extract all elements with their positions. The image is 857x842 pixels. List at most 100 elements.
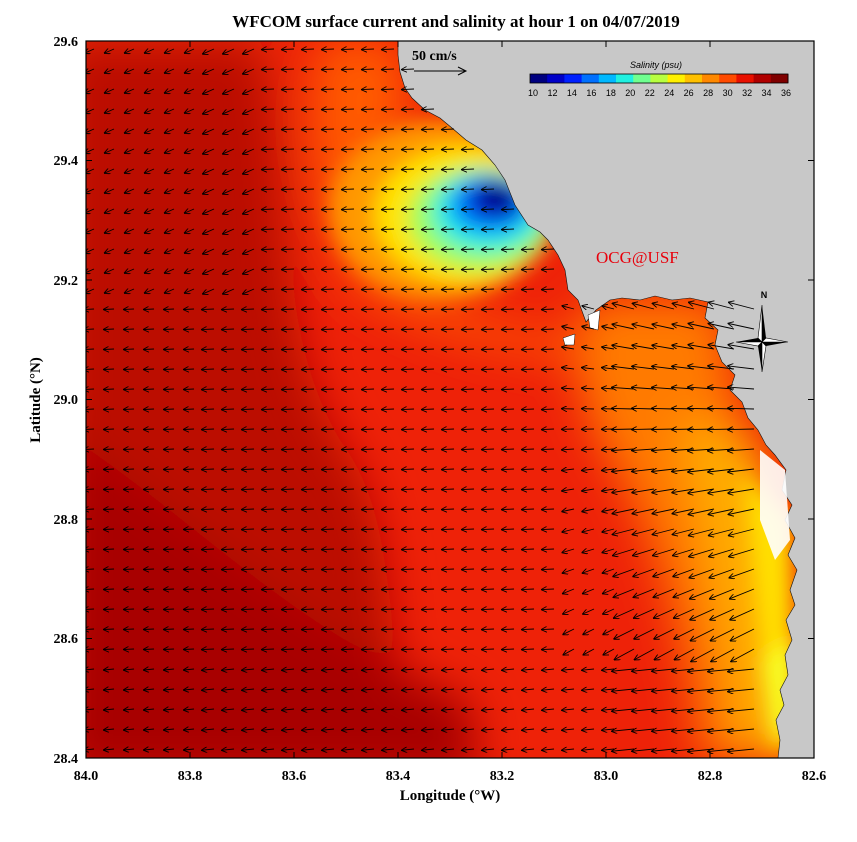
- current-vector: [562, 529, 575, 532]
- current-vector: [302, 309, 315, 310]
- current-vector: [422, 189, 435, 190]
- current-vector: [144, 409, 155, 410]
- current-vector: [104, 389, 115, 390]
- current-vector: [144, 589, 155, 590]
- current-vector: [342, 709, 355, 710]
- current-vector: [673, 548, 695, 556]
- current-vector: [302, 349, 315, 350]
- current-vector: [222, 669, 235, 670]
- current-vector: [104, 529, 115, 530]
- current-vector: [422, 629, 435, 630]
- y-tick-label: 29.4: [54, 154, 79, 169]
- current-vector: [522, 649, 535, 650]
- current-vector: [282, 749, 295, 750]
- current-vector: [124, 369, 135, 370]
- current-vector: [402, 249, 415, 250]
- current-vector: [402, 369, 415, 370]
- current-vector: [362, 89, 375, 90]
- current-vector: [362, 269, 375, 270]
- current-vector: [482, 289, 495, 290]
- current-vector: [728, 345, 755, 350]
- current-vector: [729, 324, 755, 330]
- current-vector: [422, 129, 435, 130]
- current-vector: [223, 88, 235, 94]
- current-vector: [582, 327, 595, 330]
- current-vector: [632, 669, 655, 671]
- current-vector: [86, 549, 95, 550]
- current-vector: [124, 549, 135, 550]
- current-vector: [165, 249, 175, 253]
- x-tick-labels: 84.0 83.8 83.6 83.4 83.2 83.0 82.8 82.6: [74, 769, 827, 784]
- current-vector: [612, 488, 635, 493]
- current-vector: [612, 387, 635, 389]
- current-vector: [462, 209, 475, 210]
- current-vector: [185, 269, 195, 273]
- current-vector: [302, 89, 315, 90]
- current-vector: [583, 608, 595, 614]
- current-vector: [242, 569, 255, 570]
- current-vector: [482, 589, 495, 590]
- current-vector: [612, 709, 635, 711]
- current-vector: [184, 589, 195, 590]
- current-vector: [382, 389, 395, 390]
- current-vector: [144, 729, 155, 730]
- current-vector: [382, 529, 395, 530]
- current-vector: [104, 329, 115, 330]
- north-compass-icon: N: [735, 290, 789, 373]
- current-vector: [482, 229, 495, 230]
- current-vector: [562, 306, 575, 309]
- current-vector: [582, 306, 595, 309]
- current-vector: [502, 509, 515, 510]
- current-vector: [362, 249, 375, 250]
- current-vector: [422, 149, 435, 150]
- current-vector: [165, 169, 175, 173]
- current-vector: [402, 649, 415, 650]
- current-vector: [145, 249, 155, 253]
- current-vector: [482, 629, 495, 630]
- current-vector: [262, 49, 275, 50]
- current-vector: [689, 302, 715, 310]
- current-vector: [633, 324, 655, 330]
- current-vector: [342, 169, 355, 170]
- current-vector: [342, 449, 355, 450]
- current-vector: [282, 549, 295, 550]
- current-vector: [442, 149, 455, 150]
- current-vector: [184, 369, 195, 370]
- current-vector: [462, 229, 475, 230]
- current-vector: [462, 489, 475, 490]
- current-vector: [105, 129, 115, 133]
- current-vector: [482, 409, 495, 410]
- current-vector: [442, 669, 455, 670]
- current-vector: [502, 409, 515, 410]
- current-vector: [165, 109, 175, 113]
- current-vector: [402, 349, 415, 350]
- current-vector: [282, 189, 295, 190]
- current-vector: [542, 609, 555, 610]
- current-vector: [462, 569, 475, 570]
- current-vector: [125, 69, 135, 73]
- current-vector: [86, 609, 95, 610]
- current-vector: [402, 609, 415, 610]
- current-vector: [164, 689, 175, 690]
- current-vector: [653, 548, 675, 556]
- current-vector: [730, 608, 755, 620]
- current-vector: [223, 148, 235, 154]
- current-vector: [709, 548, 735, 557]
- colorbar-frame: [529, 73, 789, 84]
- current-vector: [674, 628, 695, 639]
- current-vector: [502, 549, 515, 550]
- current-vector: [562, 489, 575, 491]
- current-vector: [302, 189, 315, 190]
- current-vector: [691, 628, 715, 641]
- current-vector: [442, 349, 455, 350]
- current-vector: [652, 469, 675, 472]
- current-vector: [422, 569, 435, 570]
- current-vector: [582, 368, 595, 369]
- current-vector: [422, 669, 435, 670]
- current-vector: [124, 689, 135, 690]
- current-vector: [582, 347, 595, 349]
- current-vector: [522, 689, 535, 690]
- current-vector: [731, 648, 755, 661]
- current-vector: [502, 489, 515, 490]
